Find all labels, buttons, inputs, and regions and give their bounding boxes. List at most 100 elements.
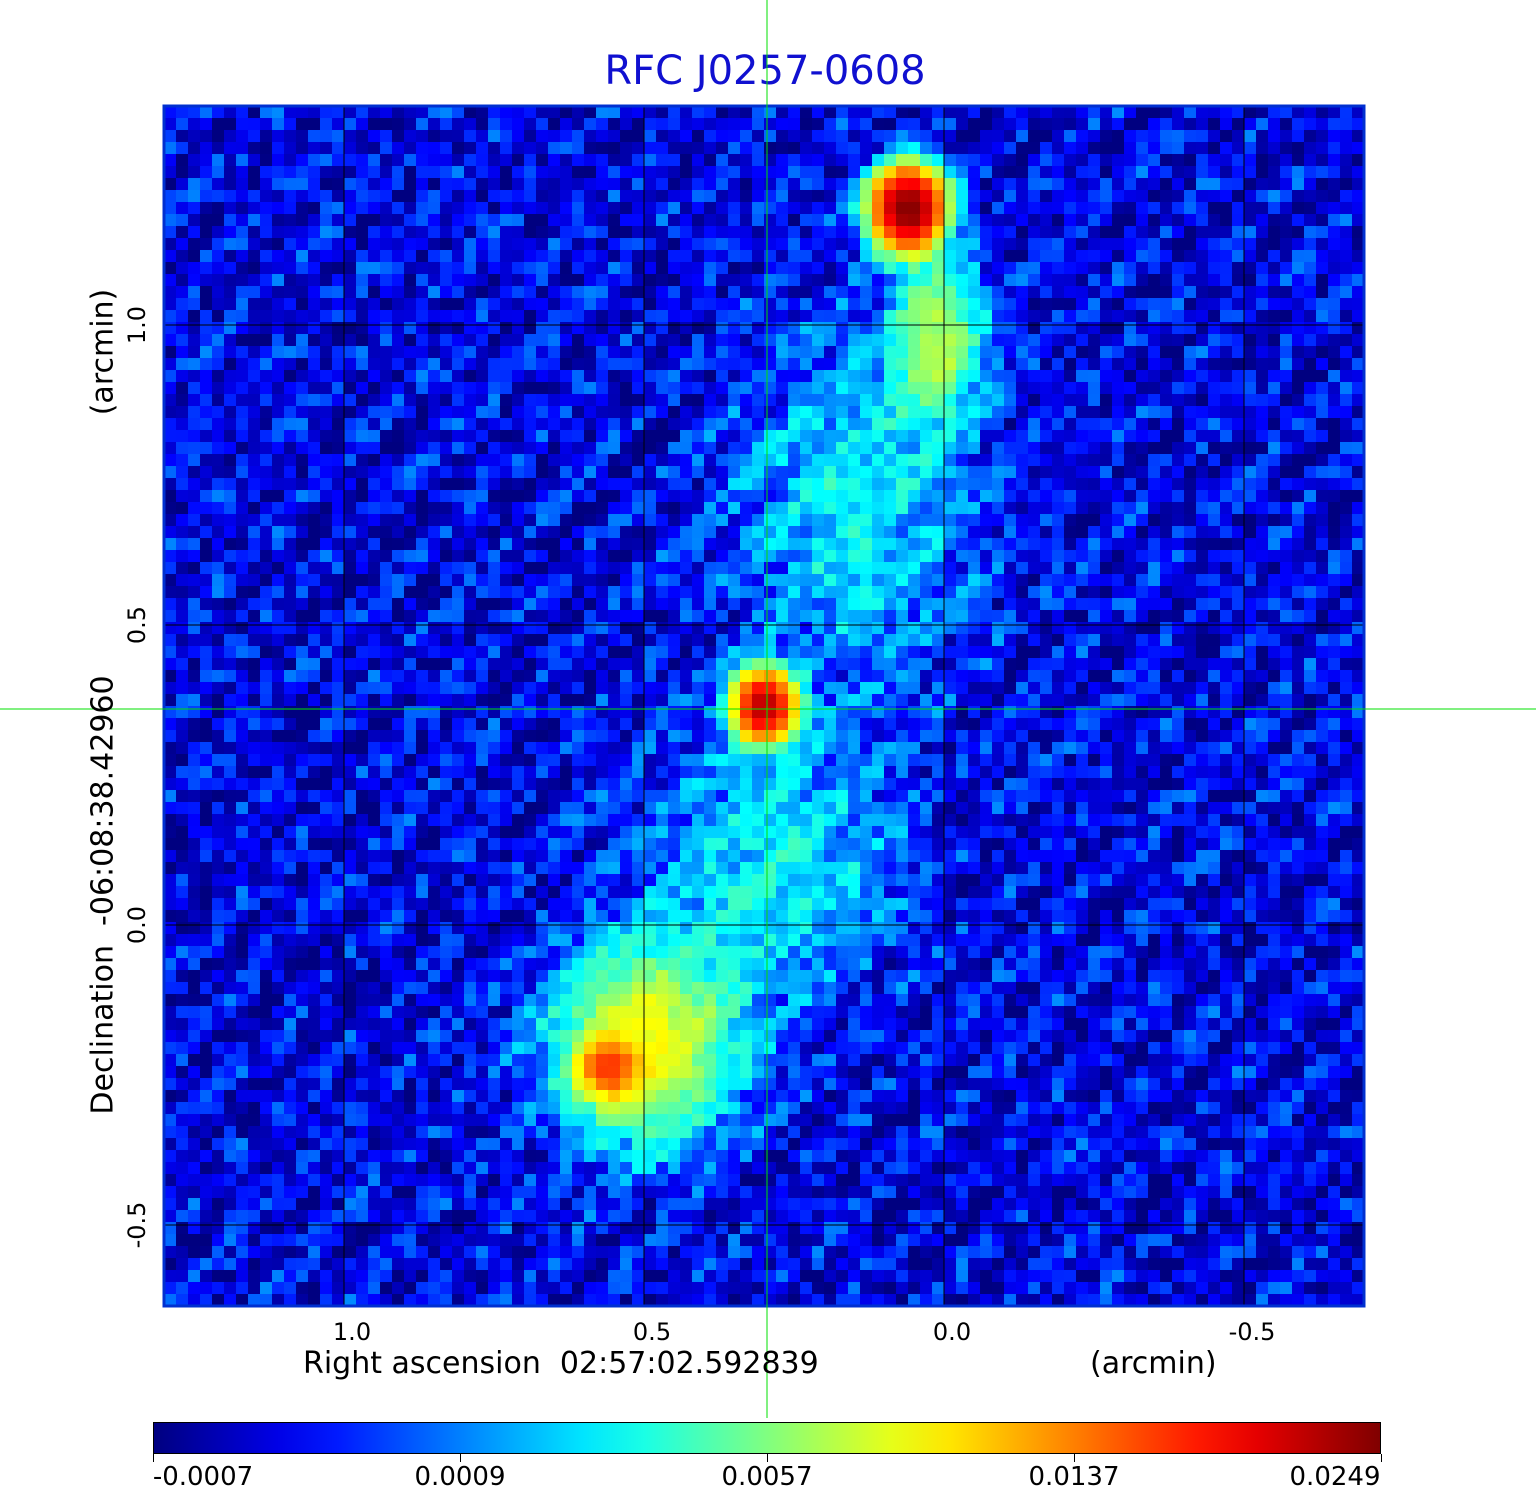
image-pixel — [380, 826, 393, 839]
image-pixel — [200, 622, 213, 635]
image-pixel — [476, 682, 489, 695]
image-pixel — [656, 826, 669, 839]
image-pixel — [668, 1234, 681, 1247]
image-pixel — [428, 538, 441, 551]
image-pixel — [404, 1282, 417, 1295]
image-pixel — [272, 742, 285, 755]
image-pixel — [176, 742, 189, 755]
image-pixel — [704, 682, 717, 695]
image-pixel — [716, 574, 729, 587]
image-pixel — [368, 1258, 381, 1271]
image-pixel — [440, 514, 453, 527]
image-pixel — [692, 190, 705, 203]
image-pixel — [176, 850, 189, 863]
image-pixel — [728, 958, 741, 971]
image-pixel — [248, 1282, 261, 1295]
image-pixel — [308, 1090, 321, 1103]
image-pixel — [272, 898, 285, 911]
image-pixel — [320, 334, 333, 347]
image-pixel — [716, 706, 729, 719]
image-pixel — [404, 310, 417, 323]
image-pixel — [644, 1294, 657, 1307]
image-pixel — [740, 1090, 753, 1103]
image-pixel — [440, 298, 453, 311]
image-pixel — [548, 694, 561, 707]
image-pixel — [488, 766, 501, 779]
image-pixel — [212, 694, 225, 707]
image-pixel — [680, 322, 693, 335]
image-pixel — [164, 730, 177, 743]
image-pixel — [452, 694, 465, 707]
image-pixel — [572, 562, 585, 575]
image-pixel — [560, 154, 573, 167]
image-pixel — [428, 754, 441, 767]
image-pixel — [680, 538, 693, 551]
image-pixel — [404, 1246, 417, 1259]
image-pixel — [488, 934, 501, 947]
image-pixel — [260, 1042, 273, 1055]
image-pixel — [692, 1186, 705, 1199]
image-pixel — [236, 658, 249, 671]
image-pixel — [212, 478, 225, 491]
image-pixel — [620, 250, 633, 263]
image-pixel — [404, 982, 417, 995]
image-pixel — [656, 1234, 669, 1247]
image-pixel — [428, 478, 441, 491]
image-pixel — [752, 898, 765, 911]
image-pixel — [740, 202, 753, 215]
image-pixel — [416, 430, 429, 443]
image-pixel — [668, 1282, 681, 1295]
image-pixel — [752, 262, 765, 275]
image-pixel — [260, 202, 273, 215]
image-pixel — [368, 874, 381, 887]
image-pixel — [428, 886, 441, 899]
image-pixel — [428, 802, 441, 815]
image-pixel — [572, 406, 585, 419]
image-pixel — [236, 550, 249, 563]
image-pixel — [476, 826, 489, 839]
image-pixel — [476, 1294, 489, 1307]
image-pixel — [680, 646, 693, 659]
image-pixel — [392, 130, 405, 143]
image-pixel — [644, 142, 657, 155]
image-pixel — [404, 166, 417, 179]
image-pixel — [632, 250, 645, 263]
image-pixel — [272, 1210, 285, 1223]
image-pixel — [404, 226, 417, 239]
image-pixel — [380, 1162, 393, 1175]
image-pixel — [500, 574, 513, 587]
image-pixel — [632, 406, 645, 419]
image-pixel — [620, 1054, 633, 1067]
image-pixel — [704, 514, 717, 527]
image-pixel — [224, 706, 237, 719]
image-pixel — [296, 466, 309, 479]
image-pixel — [200, 406, 213, 419]
image-pixel — [548, 514, 561, 527]
image-pixel — [200, 1198, 213, 1211]
image-pixel — [476, 334, 489, 347]
image-pixel — [656, 910, 669, 923]
image-pixel — [344, 106, 357, 119]
image-pixel — [620, 730, 633, 743]
image-pixel — [704, 610, 717, 623]
image-pixel — [752, 910, 765, 923]
image-pixel — [632, 1018, 645, 1031]
image-pixel — [296, 658, 309, 671]
image-pixel — [704, 814, 717, 827]
image-pixel — [260, 478, 273, 491]
image-pixel — [560, 994, 573, 1007]
image-pixel — [320, 934, 333, 947]
image-pixel — [704, 286, 717, 299]
image-pixel — [320, 1150, 333, 1163]
image-pixel — [332, 1006, 345, 1019]
image-pixel — [524, 1186, 537, 1199]
image-pixel — [380, 682, 393, 695]
image-pixel — [560, 658, 573, 671]
image-pixel — [176, 1126, 189, 1139]
image-pixel — [656, 850, 669, 863]
image-pixel — [740, 250, 753, 263]
image-pixel — [704, 550, 717, 563]
image-pixel — [620, 370, 633, 383]
image-pixel — [644, 322, 657, 335]
image-pixel — [452, 886, 465, 899]
